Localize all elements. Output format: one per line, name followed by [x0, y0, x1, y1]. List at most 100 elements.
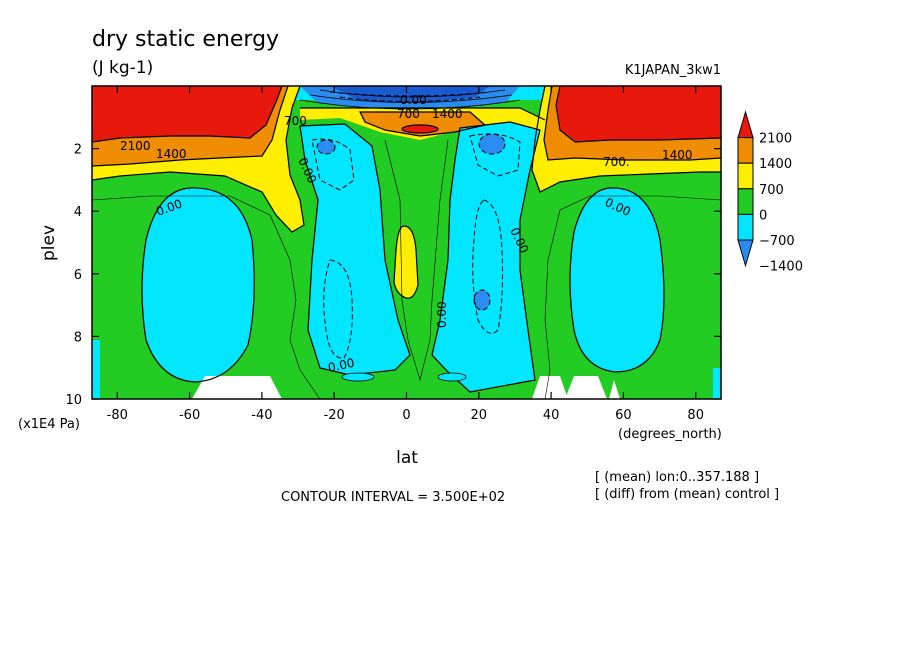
y-tick-label: 2: [74, 143, 82, 158]
center-orange-band: [360, 112, 485, 136]
contour-dashed-spot-3: [473, 289, 491, 311]
contour-dashed-right-upper: [469, 133, 521, 177]
topo-himalaya-1: [532, 376, 568, 399]
contour-lines: [92, 86, 721, 399]
contour-dashed-spot-2: [478, 133, 506, 155]
y-tick-label: 8: [74, 330, 82, 345]
note-mean-lon: [ (mean) lon:0..357.188 ]: [595, 470, 759, 485]
right-red: [556, 86, 721, 142]
left-midlat-cyan: [142, 187, 255, 382]
colorbar-swatch: [737, 137, 754, 164]
y-axis-label: plev: [39, 225, 59, 261]
blue-spot-2: [479, 134, 505, 154]
contour-line-right-subtrop-zero: [431, 121, 541, 393]
colorbar-swatch-top: [737, 110, 754, 139]
x-tick-label: 80: [687, 408, 704, 423]
y-tick-label: 10: [65, 393, 82, 408]
contour-label-1400-right: 1400: [662, 148, 693, 162]
negative-contours: [311, 91, 521, 359]
right-subtrop-cyan: [432, 122, 540, 392]
contour-label-700-right: 700.: [603, 155, 630, 169]
contour-interval: CONTOUR INTERVAL = 3.500E+02: [281, 490, 505, 505]
contour-dashed-spot-1: [316, 139, 336, 155]
y-tick-label: 6: [74, 268, 82, 283]
colorbar-swatch: [737, 162, 754, 190]
contour-line-right-yellow: [531, 86, 721, 193]
x-axis-ticks: -80 -60 -40 -20 0 20 40 60 80: [107, 86, 704, 423]
contour-line-left-red: [92, 86, 283, 143]
colorbar-label: 0: [759, 208, 767, 223]
contour-line-center-red: [401, 124, 439, 134]
contour-dashed-left-upper: [311, 138, 355, 191]
left-red: [92, 86, 282, 142]
contour-field: [92, 86, 721, 399]
run-label: K1JAPAN_3kw1: [625, 63, 721, 78]
y-tick-label: 4: [74, 205, 82, 220]
blue-spot-1: [317, 140, 335, 154]
topo-greenland: [609, 380, 620, 399]
contour-label-0-top: 0.00: [400, 93, 427, 107]
y-axis-ticks: 2 4 6 8 10: [65, 143, 721, 408]
contour-dashed-top-2: [339, 96, 481, 102]
colorbar-swatch: [737, 213, 754, 241]
surface-cyan-left: [92, 340, 100, 399]
contour-label-0-surface: 0.00: [327, 356, 356, 375]
colorbar-swatch-bottom: [737, 239, 754, 268]
x-tick-label: -20: [324, 408, 345, 423]
topo-antarctica: [192, 376, 282, 399]
left-subtrop-cyan: [300, 124, 410, 375]
x-tick-label: 40: [543, 408, 560, 423]
contour-label-2100-left: 2100: [120, 139, 151, 153]
x-tick-label: -80: [107, 408, 128, 423]
y-unit-label: (x1E4 Pa): [18, 417, 80, 432]
contour-line-right-orange: [543, 86, 721, 161]
contour-line-top-1: [299, 99, 521, 110]
x-tick-label: 20: [471, 408, 488, 423]
chart-title: dry static energy: [92, 27, 279, 52]
colorbar: 2100 1400 700 0 −700 −1400: [737, 110, 803, 275]
contour-line-top-2: [309, 94, 513, 103]
contour-line-right-thin-1: [544, 195, 721, 399]
colorbar-label: 2100: [759, 132, 792, 147]
x-tick-label: 0: [402, 408, 410, 423]
contour-line-left-orange: [92, 86, 289, 167]
colorbar-swatch: [737, 188, 754, 215]
contour-line-center-orange: [359, 111, 487, 137]
right-midlat-cyan: [570, 187, 664, 372]
equator-yellow: [394, 226, 418, 299]
colorbar-label: −1400: [759, 260, 803, 275]
contour-label-700-left: 700: [284, 114, 307, 128]
contour-label-1400-center: 1400: [432, 107, 463, 121]
topo-himalaya-2: [565, 376, 607, 399]
colorbar-label: −700: [759, 234, 795, 249]
note-diff-control: [ (diff) from (mean) control ]: [595, 487, 779, 502]
colorbar-label: 700: [759, 183, 784, 198]
x-tick-label: 60: [615, 408, 632, 423]
surface-blob-2: [437, 372, 467, 382]
contour-line-right-midlat-zero: [569, 187, 665, 373]
contour-line-left-thin-1: [92, 195, 321, 399]
contour-line-left-yellow: [92, 86, 305, 233]
contour-line-left-subtrop-zero: [299, 123, 411, 376]
units-label: (J kg-1): [92, 58, 153, 78]
center-red-blob: [402, 125, 438, 133]
contour-dashed-top-1: [329, 91, 491, 97]
blue-spot-3: [474, 290, 490, 310]
contour-line-center-thin: [384, 139, 449, 382]
x-axis-label: lat: [396, 448, 418, 468]
contour-line-equator-yellow: [393, 225, 419, 299]
surface-blob-1: [341, 372, 375, 382]
surface-cyan-right: [713, 368, 721, 399]
contour-line-right-red: [555, 86, 721, 143]
x-unit-label: (degrees_north): [618, 427, 722, 442]
contour-dashed-left: [323, 259, 353, 359]
contour-label-700-center: 700: [397, 107, 420, 121]
x-tick-label: -60: [179, 408, 200, 423]
contour-label-0-equator: 0.00: [435, 301, 449, 328]
contour-label-1400-left: 1400: [156, 147, 187, 161]
colorbar-label: 1400: [759, 157, 792, 172]
top-darkblue-band: [330, 86, 490, 103]
contour-line-left-midlat-zero: [141, 187, 255, 383]
contour-dashed-right: [472, 199, 503, 334]
